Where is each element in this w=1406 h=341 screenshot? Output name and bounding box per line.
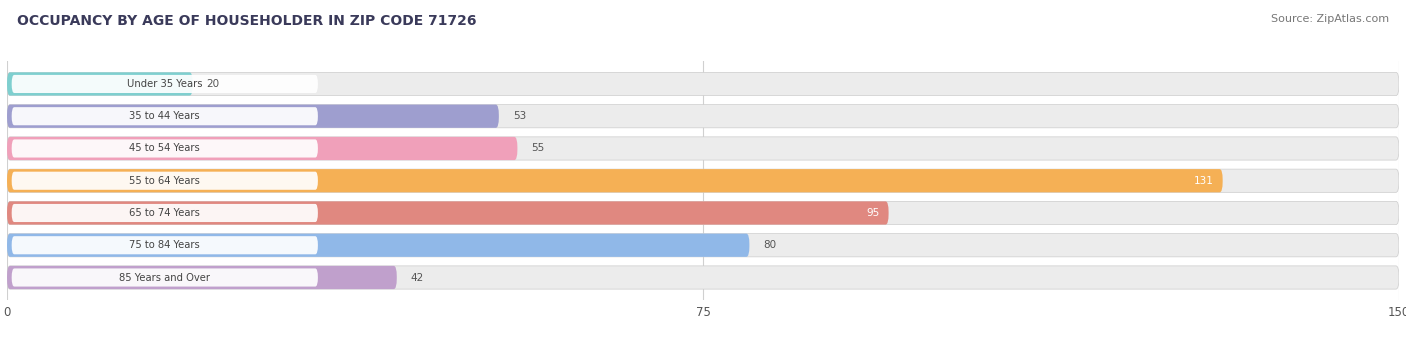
Text: 75 to 84 Years: 75 to 84 Years — [129, 240, 200, 250]
FancyBboxPatch shape — [11, 204, 318, 222]
FancyBboxPatch shape — [11, 107, 318, 125]
FancyBboxPatch shape — [7, 72, 193, 95]
FancyBboxPatch shape — [7, 202, 1399, 225]
Text: 85 Years and Over: 85 Years and Over — [120, 272, 211, 282]
Text: OCCUPANCY BY AGE OF HOUSEHOLDER IN ZIP CODE 71726: OCCUPANCY BY AGE OF HOUSEHOLDER IN ZIP C… — [17, 14, 477, 28]
Text: 65 to 74 Years: 65 to 74 Years — [129, 208, 200, 218]
Text: Source: ZipAtlas.com: Source: ZipAtlas.com — [1271, 14, 1389, 24]
FancyBboxPatch shape — [7, 202, 889, 225]
FancyBboxPatch shape — [7, 105, 499, 128]
FancyBboxPatch shape — [7, 105, 1399, 128]
Text: 80: 80 — [763, 240, 776, 250]
FancyBboxPatch shape — [11, 172, 318, 190]
Text: Under 35 Years: Under 35 Years — [127, 79, 202, 89]
Text: 45 to 54 Years: 45 to 54 Years — [129, 144, 200, 153]
FancyBboxPatch shape — [11, 236, 318, 254]
FancyBboxPatch shape — [7, 169, 1399, 192]
Text: 55: 55 — [531, 144, 544, 153]
FancyBboxPatch shape — [7, 169, 1223, 192]
Text: 35 to 44 Years: 35 to 44 Years — [129, 111, 200, 121]
Text: 42: 42 — [411, 272, 425, 282]
FancyBboxPatch shape — [7, 234, 1399, 257]
Text: 55 to 64 Years: 55 to 64 Years — [129, 176, 200, 186]
FancyBboxPatch shape — [7, 137, 517, 160]
Text: 95: 95 — [866, 208, 879, 218]
FancyBboxPatch shape — [7, 266, 1399, 289]
Text: 53: 53 — [513, 111, 526, 121]
FancyBboxPatch shape — [11, 139, 318, 158]
FancyBboxPatch shape — [7, 72, 1399, 95]
FancyBboxPatch shape — [7, 137, 1399, 160]
FancyBboxPatch shape — [11, 268, 318, 286]
FancyBboxPatch shape — [7, 266, 396, 289]
Text: 20: 20 — [207, 79, 219, 89]
FancyBboxPatch shape — [11, 75, 318, 93]
Text: 131: 131 — [1194, 176, 1213, 186]
FancyBboxPatch shape — [7, 234, 749, 257]
